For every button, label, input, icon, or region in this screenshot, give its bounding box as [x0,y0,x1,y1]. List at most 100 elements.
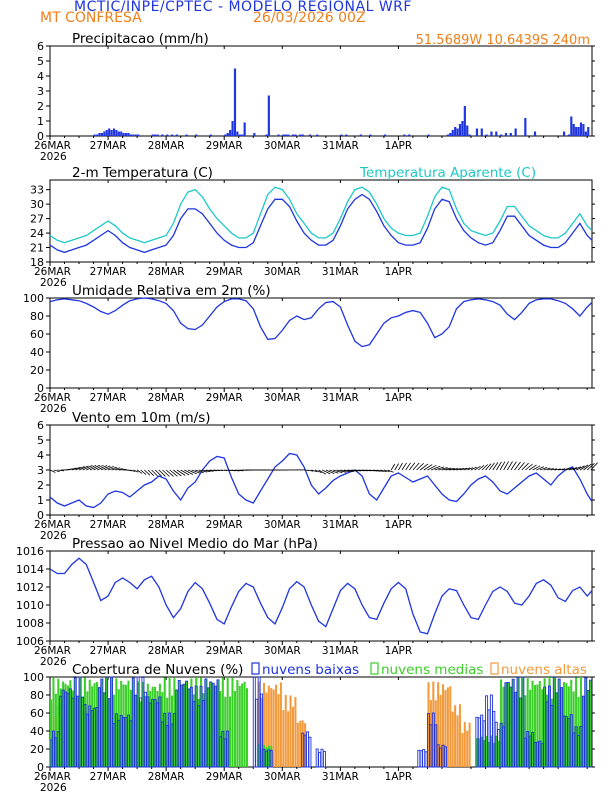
precip-bar [129,134,133,136]
precip-bar [112,128,116,136]
precip-bar [570,116,573,136]
coords-label: 51.5689W 10.6439S 240m [416,33,590,48]
cloud-bar-medias [57,678,60,767]
wind-arrow [398,462,403,471]
precip-bar [277,134,280,136]
cloud-bar-medias [212,683,215,767]
cloud-bar-medias [100,679,103,767]
cloud-bar-medias [512,679,515,767]
wind-arrow [198,469,208,473]
y-tick-label: 6 [37,40,44,53]
precip-bar [458,124,462,136]
precip-bar [253,133,256,136]
series-line-blue [49,452,593,509]
precip-bar [93,134,96,136]
precip-bar [231,121,234,136]
wind-arrow [561,468,570,471]
cloud-bar-medias [192,694,195,767]
wind-arrow [231,469,240,472]
cloud-bar-altas [454,705,457,767]
cloud-bar-medias [224,696,227,767]
wind-arrow [586,463,595,471]
cloud-bar-medias [584,677,587,767]
y-tick-label: 1012 [16,581,44,594]
precip-bar [125,133,128,136]
cloud-bar-medias [575,677,578,767]
cloud-bar-medias [238,685,241,767]
panel-title: Pressao ao Nivel Medio do Mar (hPa) [72,536,318,552]
wind-arrow [543,467,551,471]
cloud-bar-medias [195,677,198,767]
cloud-bar-altas [272,689,275,767]
precip-bar [195,134,198,136]
precip-bar [567,134,570,136]
wind-arrow [209,469,217,472]
y-tick-label: 33 [30,184,44,197]
cloud-bar-medias [180,685,183,767]
wind-arrow [528,464,537,471]
precip-bar [236,131,239,136]
precip-bar [369,134,372,136]
series-line-blue [49,193,593,254]
precip-bar [122,133,125,136]
wind-arrow [532,465,541,471]
x-tick-label: 30MAR [264,392,301,404]
cloud-bar-medias [526,678,529,767]
precip-bar [524,118,527,136]
y-tick-label: 80 [30,689,44,702]
precip-bar [229,130,232,136]
wind-arrow [111,467,121,471]
wind-arrow [550,468,557,471]
legend-entry: nuvens altas [501,662,587,678]
y-tick-label: 3 [37,464,44,477]
wind-arrow [390,463,396,471]
wind-arrow [307,469,314,472]
cloud-bar-medias [168,677,171,767]
cloud-bar-medias [115,678,118,767]
wind-arrow [140,469,147,475]
cloud-bar-medias [122,684,125,767]
cloud-bar-baixas [110,676,113,768]
cloud-bar-medias [120,680,123,767]
wind-arrow [488,462,495,471]
cloud-bar-medias [141,681,145,767]
wind-arrow [311,469,318,473]
wind-arrow [380,469,387,473]
legend-entry: nuvens baixas [262,662,359,678]
precip-bar [572,124,575,136]
cloud-bar-altas [282,710,285,767]
run-date-label: 26/03/2026 00Z [253,10,366,26]
y-tick-label: 100 [23,292,44,305]
cloud-bar-medias [567,686,570,767]
panel-frame [49,297,593,389]
precip-bar [282,134,285,136]
cloud-bar-medias [236,680,239,767]
cloud-bar-medias [509,687,512,767]
cloud-bar-medias [202,693,205,767]
cloud-bar-medias [519,697,522,767]
cloud-bar-medias [74,677,77,767]
panel-title: Precipitacao (mm/h) [72,31,209,47]
precip-bar [98,133,101,136]
wind-arrow [470,466,477,471]
location-label: MT CONFRESA [40,10,142,26]
x-tick-label: 27MAR [90,140,127,152]
cloud-bar-medias [265,747,268,767]
cloud-bar-medias [197,698,200,767]
cloud-bar-medias [59,688,62,767]
cloud-bar-medias [98,687,101,767]
precip-bar [267,95,270,136]
x-year-label: 2026 [40,403,67,415]
x-year-label: 2026 [40,782,67,792]
wind-arrow [449,468,458,471]
cloud-bar-baixas [306,731,309,768]
cloud-bar-medias [487,741,491,767]
panel-title: Vento em 10m (m/s) [72,410,211,426]
cloud-bar-medias [516,677,520,767]
cloud-bar-altas [265,692,268,767]
cloud-bar-medias [95,682,99,767]
y-tick-label: 100 [23,671,44,684]
wind-arrow [383,469,390,473]
x-tick-label: 29MAR [206,392,243,404]
cloud-bar-medias [543,678,546,767]
